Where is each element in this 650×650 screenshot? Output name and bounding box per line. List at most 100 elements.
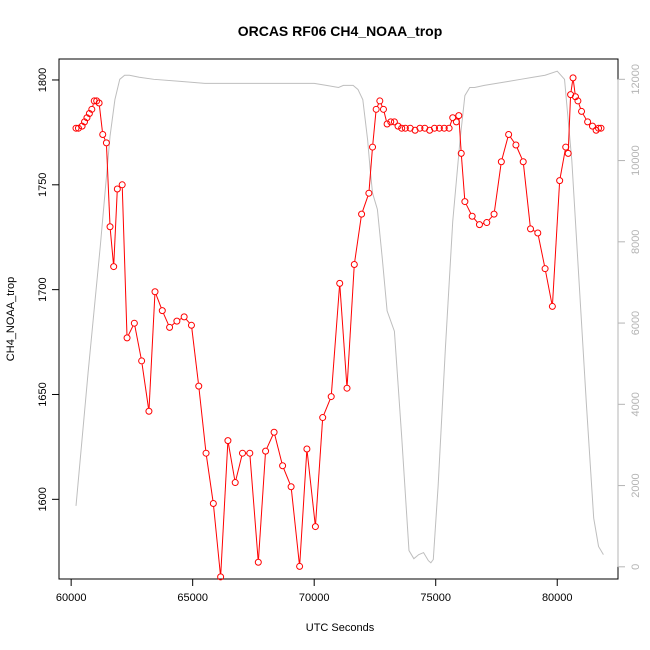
ch4-segment (510, 136, 515, 143)
ch4-point (202, 449, 210, 457)
ch4-point (343, 384, 351, 392)
ch4-point (416, 124, 424, 132)
ch4-point (72, 124, 80, 132)
chart-title: ORCAS RF06 CH4_NOAA_trop (238, 23, 443, 39)
x-tick-label: 80000 (542, 592, 573, 604)
y-axis-right: 0 2000 4000 6000 8000 10000 12000 (617, 64, 642, 570)
ch4-point (574, 97, 582, 105)
ch4-segment (163, 313, 169, 325)
ch4-segment (537, 236, 545, 266)
ch4-segment (283, 468, 291, 484)
ch4-segment (346, 267, 355, 385)
ch4-segment (198, 389, 207, 450)
y-axis-left: 1600 1650 1700 1750 1800 (37, 68, 60, 512)
ch4-point (173, 317, 181, 325)
ch4-segment (103, 137, 106, 141)
ch4-point (110, 263, 118, 271)
ch4-segment (578, 103, 581, 109)
ch4-segment (134, 326, 142, 358)
series-layer (72, 70, 605, 581)
ch4-segment (559, 150, 566, 178)
ch4-segment (377, 103, 379, 107)
ch4-segment (368, 150, 373, 190)
ch4-point (597, 124, 605, 132)
y-axis-label: CH4_NOAA_trop (5, 277, 17, 361)
ch4-point (534, 229, 542, 237)
ch4-segment (460, 156, 466, 199)
ch4-segment (380, 103, 383, 107)
y-tick-label: 1700 (37, 277, 49, 301)
ch4-segment (290, 489, 300, 564)
ch4-segment (533, 230, 536, 232)
ch4-point (440, 124, 448, 132)
ch4-point (490, 210, 498, 218)
y-tick-label: 1800 (37, 68, 49, 92)
ch4-segment (98, 106, 103, 132)
ch4-point (138, 357, 146, 365)
ch4-point (468, 212, 476, 220)
ch4-point (578, 107, 586, 115)
y-right-tick-label: 0 (630, 564, 642, 570)
ch4-point (455, 112, 463, 120)
ch4-segment (274, 435, 283, 463)
ch4-point (358, 210, 366, 218)
ch4-point (390, 118, 398, 126)
ch4-point (431, 124, 439, 132)
ch4-point (224, 437, 232, 445)
ch4-point (123, 334, 131, 342)
ch4-segment (545, 271, 553, 304)
ch4-point (95, 99, 103, 107)
ch4-segment (185, 319, 190, 324)
ch4-point (209, 500, 217, 508)
ch4-point (246, 449, 254, 457)
x-axis: 60000 65000 70000 75000 80000 (56, 578, 573, 604)
ch4-point (195, 382, 203, 390)
ch4-segment (516, 147, 523, 159)
ch4-point (350, 260, 358, 268)
ch4-segment (372, 112, 377, 144)
ch4-segment (306, 452, 316, 524)
ch4-segment (362, 196, 369, 212)
ch4-segment (383, 112, 387, 121)
y-right-tick-label: 8000 (630, 230, 642, 254)
ch4-point (584, 118, 592, 126)
ch4-segment (494, 164, 502, 211)
ch4-point (311, 523, 319, 531)
ch4-segment (249, 456, 259, 559)
ch4-point (151, 288, 159, 296)
ch4-point (145, 407, 153, 415)
ch4-point (588, 122, 596, 130)
ch4-segment (501, 137, 509, 159)
ch4-segment (323, 399, 331, 415)
ch4-point (238, 449, 246, 457)
ch4-point (562, 143, 570, 151)
y-right-tick-label: 12000 (630, 64, 642, 95)
x-ticks: 60000 65000 70000 75000 80000 (56, 579, 573, 604)
ch4-point (505, 130, 513, 138)
ch4-point (475, 221, 483, 229)
ch4-point (548, 302, 556, 310)
ch4-segment (458, 118, 462, 151)
ch4-segment (473, 218, 478, 223)
ch4-point (231, 479, 239, 487)
ch4-segment (106, 146, 111, 224)
ch4-segment (155, 294, 162, 308)
ch4-point (365, 189, 373, 197)
ch4-point (262, 447, 270, 455)
ch4-point (394, 122, 402, 130)
ch4-segment (258, 454, 266, 559)
ch4-segment (572, 81, 576, 94)
y-right-tick-label: 2000 (630, 473, 642, 497)
ch4-point (457, 149, 465, 157)
ch4-point (279, 462, 287, 470)
ch4-point (541, 265, 549, 273)
ch4-segment (465, 204, 472, 214)
ch4-point (564, 149, 572, 157)
ch4-point (383, 120, 391, 128)
ch4-segment (191, 328, 199, 383)
ch4-point (74, 124, 82, 132)
ch4-point (445, 124, 453, 132)
ch4-segment (567, 97, 571, 151)
y-tick-label: 1650 (37, 382, 49, 406)
